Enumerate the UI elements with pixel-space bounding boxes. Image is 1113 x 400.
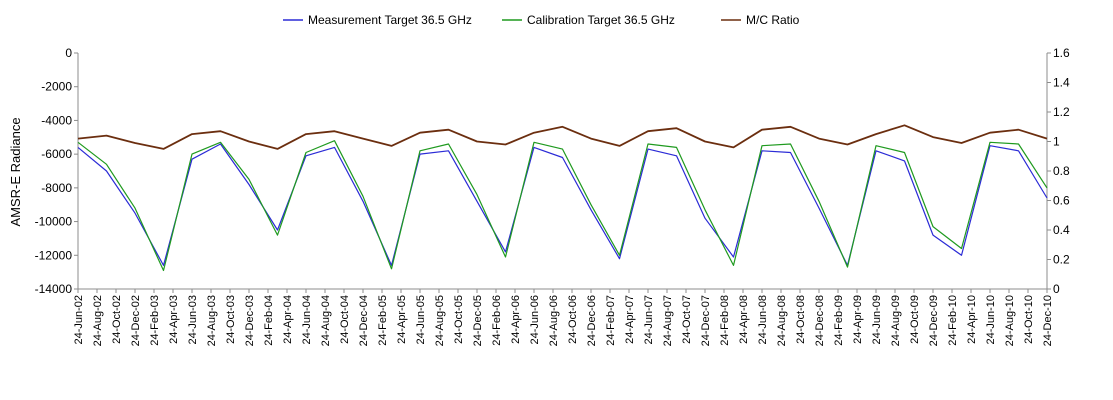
x-tick-label: 24-Aug-05 bbox=[434, 295, 446, 346]
x-tick-label: 24-Oct-06 bbox=[567, 295, 579, 344]
x-tick-label: 24-Jun-03 bbox=[187, 295, 199, 345]
y-axis-left: 0 -2000 -4000 -6000 -8000 -10000 -12000 -14000 bbox=[35, 46, 78, 296]
x-tick-label: 24-Jun-04 bbox=[301, 295, 313, 345]
x-tick-label: 24-Feb-08 bbox=[719, 295, 731, 346]
x-tick-label: 24-Oct-03 bbox=[225, 295, 237, 344]
y2-tick-label: 0.2 bbox=[1053, 253, 1070, 267]
y2-tick-label: 1 bbox=[1053, 135, 1060, 149]
y2-tick-label: 0.8 bbox=[1053, 164, 1070, 178]
y2-tick-label: 0.4 bbox=[1053, 223, 1070, 237]
x-tick-label: 24-Feb-05 bbox=[377, 295, 389, 346]
y-axis-title: AMSR-E Radiance bbox=[8, 117, 23, 226]
y-tick-label: -2000 bbox=[41, 80, 72, 94]
x-tick-label: 24-Jun-09 bbox=[871, 295, 883, 345]
x-tick-label: 24-Aug-06 bbox=[548, 295, 560, 346]
x-tick-label: 24-Dec-04 bbox=[358, 295, 370, 346]
y-tick-label: -12000 bbox=[35, 248, 73, 262]
x-tick-label: 24-Dec-02 bbox=[130, 295, 142, 346]
x-tick-label: 24-Oct-08 bbox=[795, 295, 807, 344]
x-tick-label: 24-Apr-04 bbox=[282, 295, 294, 344]
y2-tick-label: 0.6 bbox=[1053, 194, 1070, 208]
x-tick-label: 24-Oct-04 bbox=[339, 295, 351, 344]
x-tick-label: 24-Apr-05 bbox=[396, 295, 408, 344]
y2-tick-label: 1.4 bbox=[1053, 76, 1070, 90]
x-tick-label: 24-Aug-09 bbox=[890, 295, 902, 346]
x-tick-label: 24-Dec-07 bbox=[700, 295, 712, 346]
x-tick-label: 24-Dec-06 bbox=[586, 295, 598, 346]
x-tick-label: 24-Aug-04 bbox=[320, 295, 332, 346]
x-tick-label: 24-Jun-05 bbox=[415, 295, 427, 345]
y-tick-label: -10000 bbox=[35, 215, 73, 229]
x-tick-label: 24-Oct-07 bbox=[681, 295, 693, 344]
y-tick-label: 0 bbox=[65, 46, 72, 60]
y-axis-right: 1.6 1.4 1.2 1 0.8 0.6 0.4 0.2 0 bbox=[1047, 46, 1070, 296]
x-tick-label: 24-Feb-03 bbox=[149, 295, 161, 346]
x-tick-label: 24-Aug-08 bbox=[776, 295, 788, 346]
plot-area bbox=[77, 53, 1048, 290]
y-tick-label: -4000 bbox=[41, 113, 72, 127]
legend-label: M/C Ratio bbox=[746, 13, 800, 27]
x-tick-label: 24-Aug-07 bbox=[662, 295, 674, 346]
x-tick-label: 24-Feb-09 bbox=[833, 295, 845, 346]
x-tick-label: 24-Apr-03 bbox=[168, 295, 180, 344]
x-tick-label: 24-Apr-07 bbox=[624, 295, 636, 344]
x-tick-label: 24-Oct-09 bbox=[909, 295, 921, 344]
x-tick-label: 24-Oct-02 bbox=[111, 295, 123, 344]
x-tick-label: 24-Jun-02 bbox=[73, 295, 85, 345]
legend-label: Calibration Target 36.5 GHz bbox=[527, 13, 675, 27]
x-tick-label: 24-Apr-09 bbox=[852, 295, 864, 344]
x-tick-label: 24-Dec-03 bbox=[244, 295, 256, 346]
x-tick-label: 24-Oct-10 bbox=[1023, 295, 1035, 344]
x-axis: 24-Jun-02 24-Aug-02 24-Oct-02 24-Dec-02 24-F… bbox=[73, 289, 1054, 346]
y2-tick-label: 1.2 bbox=[1053, 105, 1070, 119]
x-tick-label: 24-Dec-10 bbox=[1042, 295, 1054, 346]
x-tick-label: 24-Apr-08 bbox=[738, 295, 750, 344]
x-tick-label: 24-Dec-09 bbox=[928, 295, 940, 346]
x-tick-label: 24-Aug-02 bbox=[92, 295, 104, 346]
series-line-m-c-ratio bbox=[77, 124, 1048, 150]
y-tick-label: -14000 bbox=[35, 282, 73, 296]
x-tick-label: 24-Jun-07 bbox=[643, 295, 655, 345]
x-tick-label: 24-Aug-03 bbox=[206, 295, 218, 346]
legend: Measurement Target 36.5 GHz Calibration T… bbox=[283, 13, 800, 27]
series-line-calibration-target-36-5-ghz bbox=[77, 140, 1048, 272]
y-tick-label: -8000 bbox=[41, 181, 72, 195]
x-tick-label: 24-Feb-10 bbox=[947, 295, 959, 346]
x-tick-label: 24-Dec-08 bbox=[814, 295, 826, 346]
x-tick-label: 24-Apr-10 bbox=[966, 295, 978, 344]
x-tick-label: 24-Feb-06 bbox=[491, 295, 503, 346]
x-tick-label: 24-Jun-10 bbox=[985, 295, 997, 345]
x-tick-label: 24-Jun-06 bbox=[529, 295, 541, 345]
x-tick-label: 24-Feb-04 bbox=[263, 295, 275, 346]
x-tick-label: 24-Feb-07 bbox=[605, 295, 617, 346]
legend-label: Measurement Target 36.5 GHz bbox=[308, 13, 472, 27]
x-tick-label: 24-Aug-10 bbox=[1004, 295, 1016, 346]
x-tick-label: 24-Apr-06 bbox=[510, 295, 522, 344]
x-tick-label: 24-Dec-05 bbox=[472, 295, 484, 346]
y2-tick-label: 1.6 bbox=[1053, 46, 1070, 60]
series-line-measurement-target-36-5-ghz bbox=[77, 143, 1048, 266]
y2-tick-label: 0 bbox=[1053, 282, 1060, 296]
y-tick-label: -6000 bbox=[41, 147, 72, 161]
x-tick-label: 24-Jun-08 bbox=[757, 295, 769, 345]
x-tick-label: 24-Oct-05 bbox=[453, 295, 465, 344]
